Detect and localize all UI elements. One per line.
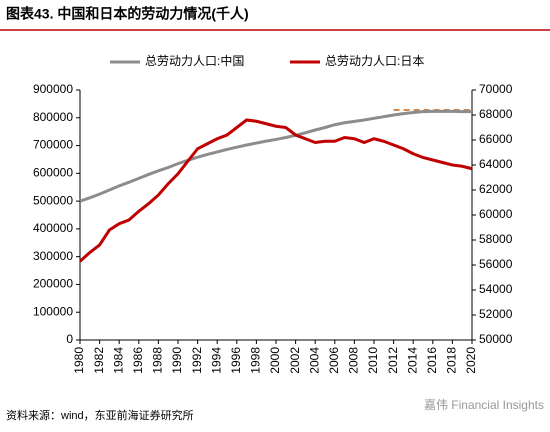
y2-tick-label: 70000: [479, 82, 513, 96]
x-tick-label: 2010: [366, 347, 380, 374]
x-tick-label: 1982: [92, 347, 106, 374]
y-tick-label: 0: [66, 332, 73, 346]
y2-tick-label: 60000: [479, 207, 513, 221]
x-tick-label: 1986: [131, 347, 145, 374]
x-tick-label: 1992: [190, 347, 204, 374]
source-note: 资料来源：wind，东亚前海证券研究所: [6, 408, 194, 422]
y-tick-label: 800000: [33, 110, 73, 124]
legend-label: 总劳动力人口:中国: [145, 53, 244, 68]
x-tick-label: 2000: [268, 347, 282, 374]
x-tick-label: 1984: [111, 347, 125, 374]
y-tick-label: 100000: [33, 304, 73, 318]
y-tick-label: 500000: [33, 193, 73, 207]
series-line: [79, 109, 472, 203]
x-tick-label: 2018: [445, 347, 459, 374]
x-tick-label: 2012: [386, 347, 400, 374]
y2-tick-label: 62000: [479, 182, 513, 196]
y2-tick-label: 66000: [479, 132, 513, 146]
y2-tick-label: 54000: [479, 282, 513, 296]
x-tick-label: 1996: [229, 347, 243, 374]
series-line: [79, 118, 473, 263]
x-tick-label: 2004: [307, 347, 321, 374]
y2-tick-label: 58000: [479, 232, 513, 246]
y-tick-label: 600000: [33, 166, 73, 180]
x-tick-label: 1990: [170, 347, 184, 374]
x-tick-label: 2020: [464, 347, 478, 374]
y2-tick-label: 50000: [479, 332, 513, 346]
x-tick-label: 1980: [72, 347, 86, 374]
y-tick-label: 400000: [33, 221, 73, 235]
y-tick-label: 200000: [33, 277, 73, 291]
x-tick-label: 1988: [151, 347, 165, 374]
legend-label: 总劳动力人口:日本: [325, 54, 424, 68]
chart-title: 图表43. 中国和日本的劳动力情况(千人): [6, 6, 249, 22]
watermark: 嘉伟 Financial Insights: [424, 398, 544, 412]
x-tick-label: 2002: [288, 347, 302, 374]
x-tick-label: 2014: [405, 347, 419, 374]
y-tick-label: 300000: [33, 249, 73, 263]
x-tick-label: 1994: [209, 347, 223, 374]
y2-tick-label: 52000: [479, 307, 513, 321]
y2-tick-label: 56000: [479, 257, 513, 271]
x-tick-label: 2008: [347, 347, 361, 374]
y-tick-label: 700000: [33, 138, 73, 152]
y-tick-label: 900000: [33, 82, 73, 96]
x-tick-label: 1998: [249, 347, 263, 374]
y2-tick-label: 64000: [479, 157, 513, 171]
y2-tick-label: 68000: [479, 107, 513, 121]
x-tick-label: 2016: [425, 347, 439, 374]
x-tick-label: 2006: [327, 347, 341, 374]
